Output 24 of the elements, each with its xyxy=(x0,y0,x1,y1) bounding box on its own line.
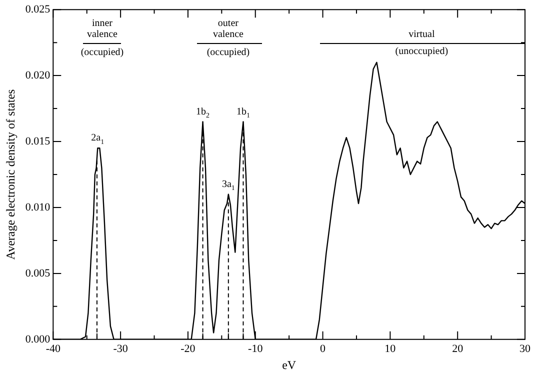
annotation: inner xyxy=(92,18,114,30)
annotation: valence xyxy=(212,29,244,40)
y-tick-label: 0.020 xyxy=(25,69,51,82)
x-tick-label: 10 xyxy=(384,342,396,355)
annotation: outer xyxy=(218,18,240,30)
x-tick-label: -40 xyxy=(46,342,61,355)
y-axis-title: Average electronic density of states xyxy=(3,88,18,260)
y-tick-label: 0.025 xyxy=(25,3,51,16)
y-tick-label: 0.015 xyxy=(25,135,51,148)
x-tick-label: 30 xyxy=(520,342,531,355)
annotation: valence xyxy=(86,29,118,40)
x-tick-label: 0 xyxy=(320,342,326,355)
annotation: (unoccupied) xyxy=(395,46,448,58)
annotation: (occupied) xyxy=(206,47,250,58)
annotation: virtual xyxy=(408,29,435,40)
y-tick-label: 0.005 xyxy=(25,267,51,280)
annotation: (occupied) xyxy=(80,47,124,58)
x-tick-label: 20 xyxy=(452,342,464,355)
y-tick-label: 0.000 xyxy=(25,333,51,346)
x-axis-title: eV xyxy=(282,358,296,372)
y-tick-label: 0.010 xyxy=(25,201,51,214)
x-tick-label: -20 xyxy=(180,342,196,355)
x-tick-label: -10 xyxy=(248,342,264,355)
x-tick-label: -30 xyxy=(113,342,128,355)
